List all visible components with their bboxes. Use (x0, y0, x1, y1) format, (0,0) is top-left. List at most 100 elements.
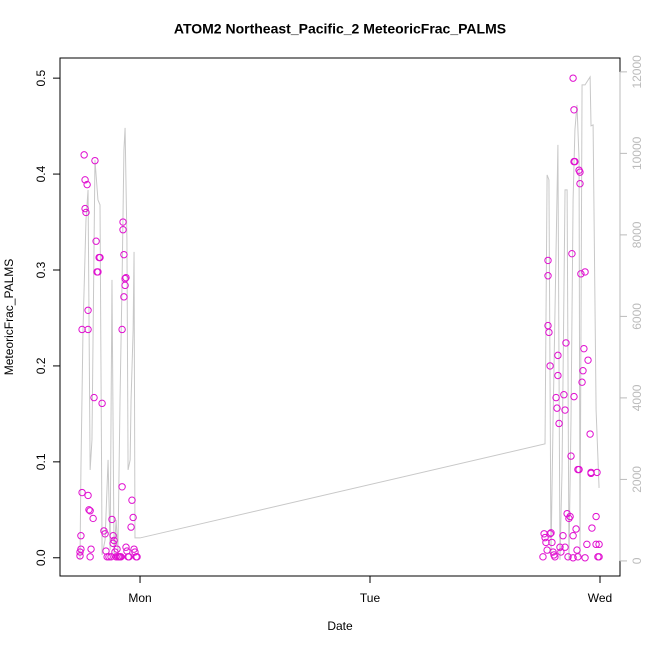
y2-tick-label: 12000 (630, 55, 644, 89)
scatter-point (117, 553, 125, 561)
scatter-point (576, 168, 584, 176)
scatter-point (569, 532, 577, 540)
scatter-point (110, 536, 118, 545)
scatter-point (127, 523, 135, 531)
scatter-point (567, 452, 575, 460)
scatter-point (81, 204, 89, 213)
scatter-point (570, 392, 578, 401)
scatter-point (548, 538, 556, 547)
scatter-point (109, 532, 117, 540)
scatter-point (101, 530, 109, 538)
scatter-point (561, 406, 569, 414)
scatter-point (581, 268, 589, 276)
scatter-point (96, 253, 104, 262)
scatter-point (577, 270, 585, 278)
scatter-point (86, 553, 94, 561)
scatter-point (546, 530, 554, 538)
y-tick-label: 0.0 (34, 549, 48, 566)
scatter-point (119, 218, 127, 226)
scatter-point (562, 339, 570, 347)
y2-tick-label: 2000 (630, 466, 644, 493)
scatter-point (579, 367, 587, 375)
scatter-point (108, 515, 116, 524)
scatter-point (581, 554, 589, 562)
scatter-point (569, 74, 577, 82)
scatter-point (82, 208, 90, 217)
scatter-point (544, 256, 552, 265)
scatter-point (90, 393, 98, 402)
scatter-point (552, 393, 560, 402)
scatter-point (595, 540, 603, 549)
scatter-point (551, 553, 559, 561)
scatter-point (568, 249, 576, 258)
scatter-point (547, 529, 555, 537)
y2-tick-label: 6000 (630, 303, 644, 330)
scatter-point (118, 325, 126, 334)
x-tick-label: Tue (360, 591, 381, 605)
scatter-point (125, 553, 133, 561)
y2-tick-label: 8000 (630, 221, 644, 248)
scatter-point (92, 237, 100, 245)
y-tick-label: 0.5 (34, 69, 48, 86)
scatter-point (86, 507, 94, 515)
scatter-point (588, 524, 596, 532)
scatter-point (584, 356, 592, 364)
scatter-point (119, 226, 127, 234)
scatter-point (94, 268, 102, 276)
scatter-point (105, 553, 113, 561)
scatter-point (544, 272, 552, 280)
scatter-point (121, 274, 129, 283)
scatter-point (539, 553, 547, 561)
line-series (79, 75, 600, 560)
scatter-point (77, 545, 85, 553)
scatter-point (564, 553, 572, 561)
scatter-point (89, 514, 97, 523)
scatter-point (85, 506, 93, 514)
scatter-point (81, 176, 89, 184)
scatter-point (84, 491, 92, 500)
scatter-point (572, 525, 580, 533)
scatter-point (561, 543, 569, 551)
scatter-point (120, 250, 128, 259)
scatter-point (583, 540, 591, 549)
scatter-point (122, 543, 130, 551)
scatter-point (592, 540, 600, 549)
scatter-point (98, 399, 106, 408)
scatter-point (595, 553, 603, 561)
scatter-point (575, 465, 583, 474)
scatter-point (83, 180, 91, 189)
scatter-point (559, 532, 567, 540)
scatter-point (592, 512, 600, 521)
scatter-point (118, 483, 126, 491)
y-tick-label: 0.4 (34, 165, 48, 182)
scatter-point (555, 419, 563, 428)
scatter-point (580, 344, 588, 353)
scatter-point (131, 548, 139, 556)
scatter-point (113, 545, 121, 553)
scatter-point (593, 468, 601, 477)
scatter-point (128, 496, 136, 504)
y-tick-label: 0.3 (34, 261, 48, 278)
chart-title: ATOM2 Northeast_Pacific_2 MeteoricFrac_P… (174, 21, 506, 37)
scatter-point (546, 362, 554, 370)
scatter-point (576, 179, 584, 188)
x-tick-label: Wed (588, 591, 612, 605)
x-axis-label: Date (327, 619, 353, 633)
scatter-point (571, 157, 579, 166)
scatter-point (133, 553, 141, 561)
scatter-point (545, 328, 553, 337)
scatter-point (122, 273, 130, 282)
y-tick-label: 0.2 (34, 357, 48, 374)
scatter-point (569, 554, 577, 562)
scatter-point (84, 306, 92, 314)
scatter-point (541, 533, 549, 542)
scatter-point (570, 106, 578, 114)
scatter-point (556, 543, 564, 551)
y2-tick-label: 10000 (630, 136, 644, 170)
scatter-point (565, 514, 573, 523)
scatter-point (574, 553, 582, 561)
scatter-point (87, 545, 95, 553)
scatter-point (91, 156, 99, 165)
